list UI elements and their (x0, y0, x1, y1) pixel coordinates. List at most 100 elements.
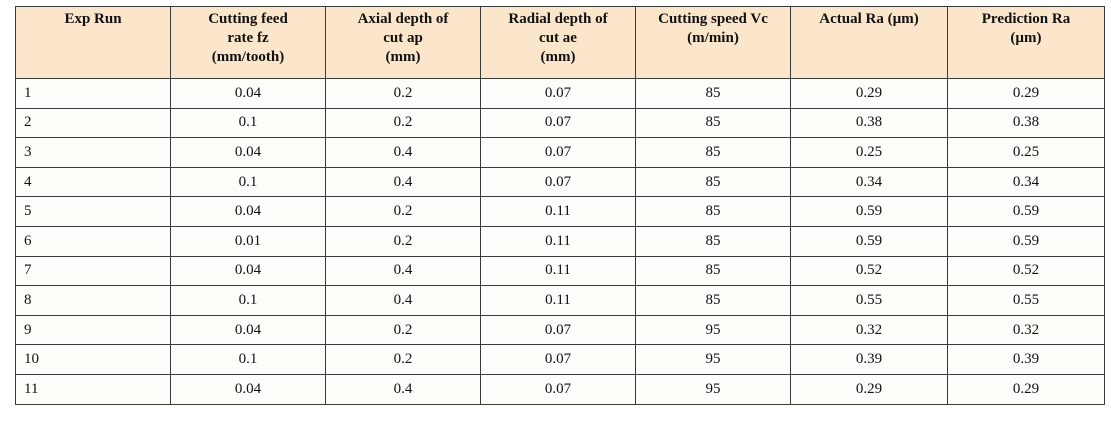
header-line: Radial depth of (508, 11, 608, 27)
prediction-ra-cell: 0.29 (947, 78, 1105, 109)
header-line: rate fz (227, 30, 269, 46)
header-line: Cutting speed Vc (658, 11, 768, 27)
header-line: (mm) (385, 49, 421, 65)
feed-rate-cell: 0.04 (170, 255, 326, 287)
header-prediction-ra: Prediction Ra (µm) (947, 6, 1105, 79)
feed-rate-cell: 0.04 (170, 314, 326, 346)
header-line: (mm) (540, 49, 576, 65)
run-cell: 2 (15, 107, 171, 139)
run-cell: 6 (15, 225, 171, 257)
cutting-speed-cell: 85 (635, 285, 791, 316)
axial-depth-cell: 0.4 (325, 285, 481, 316)
radial-depth-cell: 0.11 (480, 225, 636, 257)
radial-depth-cell: 0.07 (480, 78, 636, 109)
prediction-ra-cell: 0.32 (947, 314, 1105, 346)
header-line: Exp Run (64, 11, 122, 27)
header-line: Prediction Ra (981, 11, 1071, 27)
axial-depth-cell: 0.4 (325, 166, 481, 198)
header-axial-depth: Axial depth of cut ap (mm) (325, 6, 481, 79)
run-cell: 4 (15, 166, 171, 198)
table-row: 6 0.01 0.2 0.11 85 0.59 0.59 (15, 225, 1105, 257)
cutting-speed-cell: 85 (635, 137, 791, 168)
run-cell: 10 (15, 344, 171, 375)
header-cutting-speed: Cutting speed Vc (m/min) (635, 6, 791, 79)
feed-rate-cell: 0.04 (170, 196, 326, 227)
prediction-ra-cell: 0.39 (947, 344, 1105, 375)
axial-depth-cell: 0.2 (325, 314, 481, 346)
run-cell: 11 (15, 373, 171, 405)
table-row: 8 0.1 0.4 0.11 85 0.55 0.55 (15, 285, 1105, 316)
header-cutting-feed-rate: Cutting feed rate fz (mm/tooth) (170, 6, 326, 79)
header-exp-run: Exp Run (15, 6, 171, 79)
prediction-ra-cell: 0.38 (947, 107, 1105, 139)
actual-ra-cell: 0.59 (790, 196, 948, 227)
header-actual-ra: Actual Ra (µm) (790, 6, 948, 79)
radial-depth-cell: 0.07 (480, 344, 636, 375)
cutting-speed-cell: 95 (635, 314, 791, 346)
radial-depth-cell: 0.11 (480, 196, 636, 227)
table-row: 5 0.04 0.2 0.11 85 0.59 0.59 (15, 196, 1105, 227)
radial-depth-cell: 0.07 (480, 107, 636, 139)
radial-depth-cell: 0.07 (480, 373, 636, 405)
run-cell: 1 (15, 78, 171, 109)
header-line: cut ae (539, 30, 577, 46)
table-row: 2 0.1 0.2 0.07 85 0.38 0.38 (15, 107, 1105, 139)
cutting-speed-cell: 95 (635, 373, 791, 405)
actual-ra-cell: 0.34 (790, 166, 948, 198)
axial-depth-cell: 0.2 (325, 78, 481, 109)
actual-ra-cell: 0.29 (790, 78, 948, 109)
header-row: Exp Run Cutting feed rate fz (mm/tooth) Axia… (15, 6, 1105, 79)
experiment-table-container: Exp Run Cutting feed rate fz (mm/tooth) Axia… (15, 6, 1105, 405)
actual-ra-cell: 0.59 (790, 225, 948, 257)
header-line: Axial depth of (357, 11, 449, 27)
prediction-ra-cell: 0.29 (947, 373, 1105, 405)
feed-rate-cell: 0.1 (170, 166, 326, 198)
table-row: 11 0.04 0.4 0.07 95 0.29 0.29 (15, 373, 1105, 405)
radial-depth-cell: 0.11 (480, 285, 636, 316)
radial-depth-cell: 0.07 (480, 166, 636, 198)
table-body: 1 0.04 0.2 0.07 85 0.29 0.29 2 0.1 0.2 0.07 85 0.38 0… (15, 78, 1105, 405)
cutting-speed-cell: 85 (635, 196, 791, 227)
feed-rate-cell: 0.04 (170, 137, 326, 168)
experiment-results-table: Exp Run Cutting feed rate fz (mm/tooth) Axia… (15, 6, 1105, 405)
cutting-speed-cell: 85 (635, 78, 791, 109)
prediction-ra-cell: 0.25 (947, 137, 1105, 168)
run-cell: 3 (15, 137, 171, 168)
table-row: 9 0.04 0.2 0.07 95 0.32 0.32 (15, 314, 1105, 346)
axial-depth-cell: 0.2 (325, 225, 481, 257)
axial-depth-cell: 0.2 (325, 107, 481, 139)
header-line: cut ap (383, 30, 423, 46)
actual-ra-cell: 0.39 (790, 344, 948, 375)
actual-ra-cell: 0.52 (790, 255, 948, 287)
radial-depth-cell: 0.07 (480, 314, 636, 346)
axial-depth-cell: 0.4 (325, 373, 481, 405)
actual-ra-cell: 0.38 (790, 107, 948, 139)
feed-rate-cell: 0.1 (170, 344, 326, 375)
radial-depth-cell: 0.07 (480, 137, 636, 168)
header-line: Actual Ra (µm) (819, 11, 919, 27)
header-line: (mm/tooth) (211, 49, 285, 65)
header-line: Cutting feed (208, 11, 288, 27)
header-radial-depth: Radial depth of cut ae (mm) (480, 6, 636, 79)
prediction-ra-cell: 0.34 (947, 166, 1105, 198)
cutting-speed-cell: 95 (635, 344, 791, 375)
feed-rate-cell: 0.04 (170, 78, 326, 109)
table-row: 1 0.04 0.2 0.07 85 0.29 0.29 (15, 78, 1105, 109)
prediction-ra-cell: 0.59 (947, 196, 1105, 227)
run-cell: 7 (15, 255, 171, 287)
feed-rate-cell: 0.04 (170, 373, 326, 405)
prediction-ra-cell: 0.59 (947, 225, 1105, 257)
feed-rate-cell: 0.01 (170, 225, 326, 257)
actual-ra-cell: 0.25 (790, 137, 948, 168)
axial-depth-cell: 0.2 (325, 196, 481, 227)
feed-rate-cell: 0.1 (170, 285, 326, 316)
header-line: (m/min) (687, 30, 739, 46)
cutting-speed-cell: 85 (635, 107, 791, 139)
feed-rate-cell: 0.1 (170, 107, 326, 139)
table-row: 3 0.04 0.4 0.07 85 0.25 0.25 (15, 137, 1105, 168)
cutting-speed-cell: 85 (635, 166, 791, 198)
table-row: 7 0.04 0.4 0.11 85 0.52 0.52 (15, 255, 1105, 287)
prediction-ra-cell: 0.52 (947, 255, 1105, 287)
cutting-speed-cell: 85 (635, 225, 791, 257)
prediction-ra-cell: 0.55 (947, 285, 1105, 316)
